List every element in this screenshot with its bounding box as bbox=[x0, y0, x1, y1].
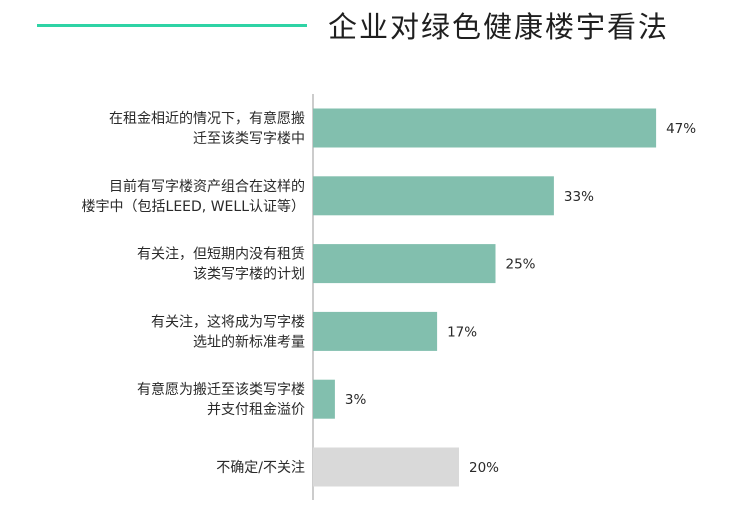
category-label-1-line-2: 迁至该类写字楼中 bbox=[193, 131, 305, 147]
value-label-4: 17% bbox=[447, 324, 477, 340]
bar-1 bbox=[313, 108, 657, 148]
category-label-2: 目前有写字楼资产组合在这样的楼宇中（包括LEED, WELL认证等） bbox=[82, 178, 305, 215]
value-label-3: 25% bbox=[506, 257, 536, 273]
category-label-1-line-1: 在租金相近的情况下，有意愿搬 bbox=[109, 110, 305, 127]
category-label-3-line-2: 该类写字楼的计划 bbox=[193, 267, 305, 283]
category-label-3: 有关注，但短期内没有租赁该类写字楼的计划 bbox=[137, 247, 305, 283]
category-label-5-line-1: 有意愿为搬迁至该类写字楼 bbox=[137, 381, 305, 398]
category-label-2-line-2: 楼宇中（包括LEED, WELL认证等） bbox=[82, 198, 305, 215]
category-label-2-line-1: 目前有写字楼资产组合在这样的 bbox=[109, 178, 305, 195]
category-label-4-line-2: 选址的新标准考量 bbox=[193, 334, 305, 350]
category-label-6: 不确定/不关注 bbox=[216, 460, 305, 476]
value-label-1: 47% bbox=[666, 121, 696, 137]
bar-6 bbox=[313, 447, 459, 487]
value-label-6: 20% bbox=[469, 460, 499, 476]
bars-group bbox=[313, 108, 657, 487]
bar-2 bbox=[313, 176, 554, 216]
value-label-2: 33% bbox=[564, 189, 594, 205]
category-label-4-line-1: 有关注，这将成为写字楼 bbox=[151, 313, 305, 330]
bar-4 bbox=[313, 311, 438, 351]
category-label-4: 有关注，这将成为写字楼选址的新标准考量 bbox=[151, 313, 305, 350]
category-label-5: 有意愿为搬迁至该类写字楼并支付租金溢价 bbox=[137, 381, 305, 418]
value-labels-group: 47% 33% 25% 17% 3% 20% bbox=[345, 121, 696, 476]
category-label-5-line-2: 并支付租金溢价 bbox=[207, 402, 305, 418]
category-label-1: 在租金相近的情况下，有意愿搬迁至该类写字楼中 bbox=[109, 110, 305, 147]
title-accent-line bbox=[37, 24, 307, 27]
bar-3 bbox=[313, 244, 496, 284]
page-title: 企业对绿色健康楼宇看法 bbox=[328, 10, 670, 44]
category-label-3-line-1: 有关注，但短期内没有租赁 bbox=[137, 247, 305, 263]
category-labels-group: 在租金相近的情况下，有意愿搬迁至该类写字楼中目前有写字楼资产组合在这样的楼宇中（… bbox=[82, 110, 305, 476]
value-label-5: 3% bbox=[345, 392, 367, 408]
bar-5 bbox=[313, 379, 335, 419]
category-label-6-line-1: 不确定/不关注 bbox=[216, 460, 305, 476]
